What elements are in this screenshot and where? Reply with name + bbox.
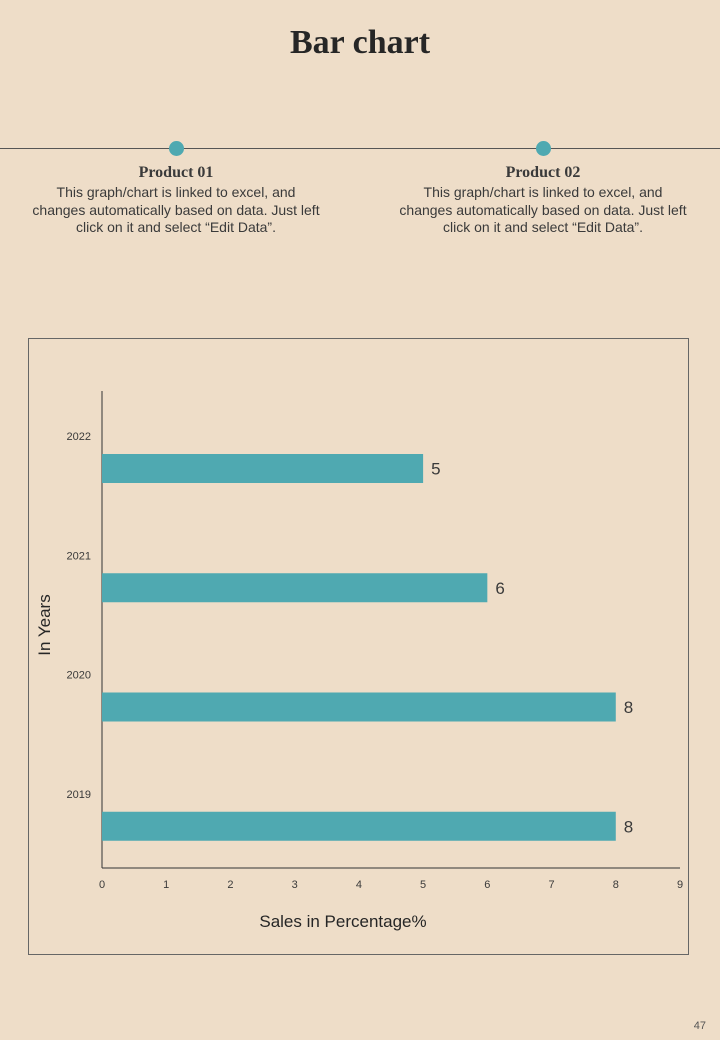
data-label: 8 — [624, 698, 633, 717]
bar-2022 — [102, 454, 424, 483]
product-01-title: Product 01 — [138, 164, 214, 181]
x-axis-title: Sales in Percentage% — [259, 912, 426, 931]
x-tick-label: 1 — [163, 879, 169, 891]
product-02-block: Product 02 This graph/chart is linked to… — [398, 164, 688, 237]
page-number: 47 — [693, 1020, 706, 1032]
chart-frame: 0 1 2 3 4 5 6 7 8 9 2022 5 2021 6 2020 8 2019 8 Sales in P… — [28, 338, 689, 955]
x-tick-label: 5 — [420, 879, 426, 891]
bar-2021 — [102, 573, 488, 603]
timeline-dot-product-01 — [169, 141, 184, 156]
data-label: 8 — [624, 817, 633, 836]
product-02-title: Product 02 — [505, 164, 581, 181]
product-01-description: This graph/chart is linked to excel, and… — [32, 184, 320, 235]
data-label: 5 — [431, 460, 440, 479]
x-tick-label: 8 — [613, 879, 619, 891]
timeline-dot-product-02 — [536, 141, 551, 156]
x-tick-label: 9 — [677, 879, 683, 891]
y-tick-label: 2021 — [67, 550, 91, 562]
timeline-line — [0, 148, 720, 149]
x-tick-label: 4 — [356, 879, 362, 891]
product-01-block: Product 01 This graph/chart is linked to… — [31, 164, 321, 237]
data-label: 6 — [495, 579, 504, 598]
x-tick-label: 6 — [484, 879, 490, 891]
x-tick-label: 7 — [548, 879, 554, 891]
page-title: Bar chart — [289, 24, 431, 61]
y-tick-label: 2020 — [67, 670, 91, 682]
y-tick-label: 2022 — [67, 431, 91, 443]
bar-chart: 0 1 2 3 4 5 6 7 8 9 2022 5 2021 6 2020 8 2019 8 Sales in P… — [35, 391, 683, 931]
bar-2020 — [102, 692, 616, 722]
x-tick-label: 0 — [99, 879, 105, 891]
product-02-description: This graph/chart is linked to excel, and… — [399, 184, 687, 235]
y-tick-label: 2019 — [67, 789, 91, 801]
bar-2019 — [102, 811, 616, 841]
y-axis-title: In Years — [35, 594, 54, 655]
x-tick-label: 2 — [227, 879, 233, 891]
x-tick-label: 3 — [292, 879, 298, 891]
